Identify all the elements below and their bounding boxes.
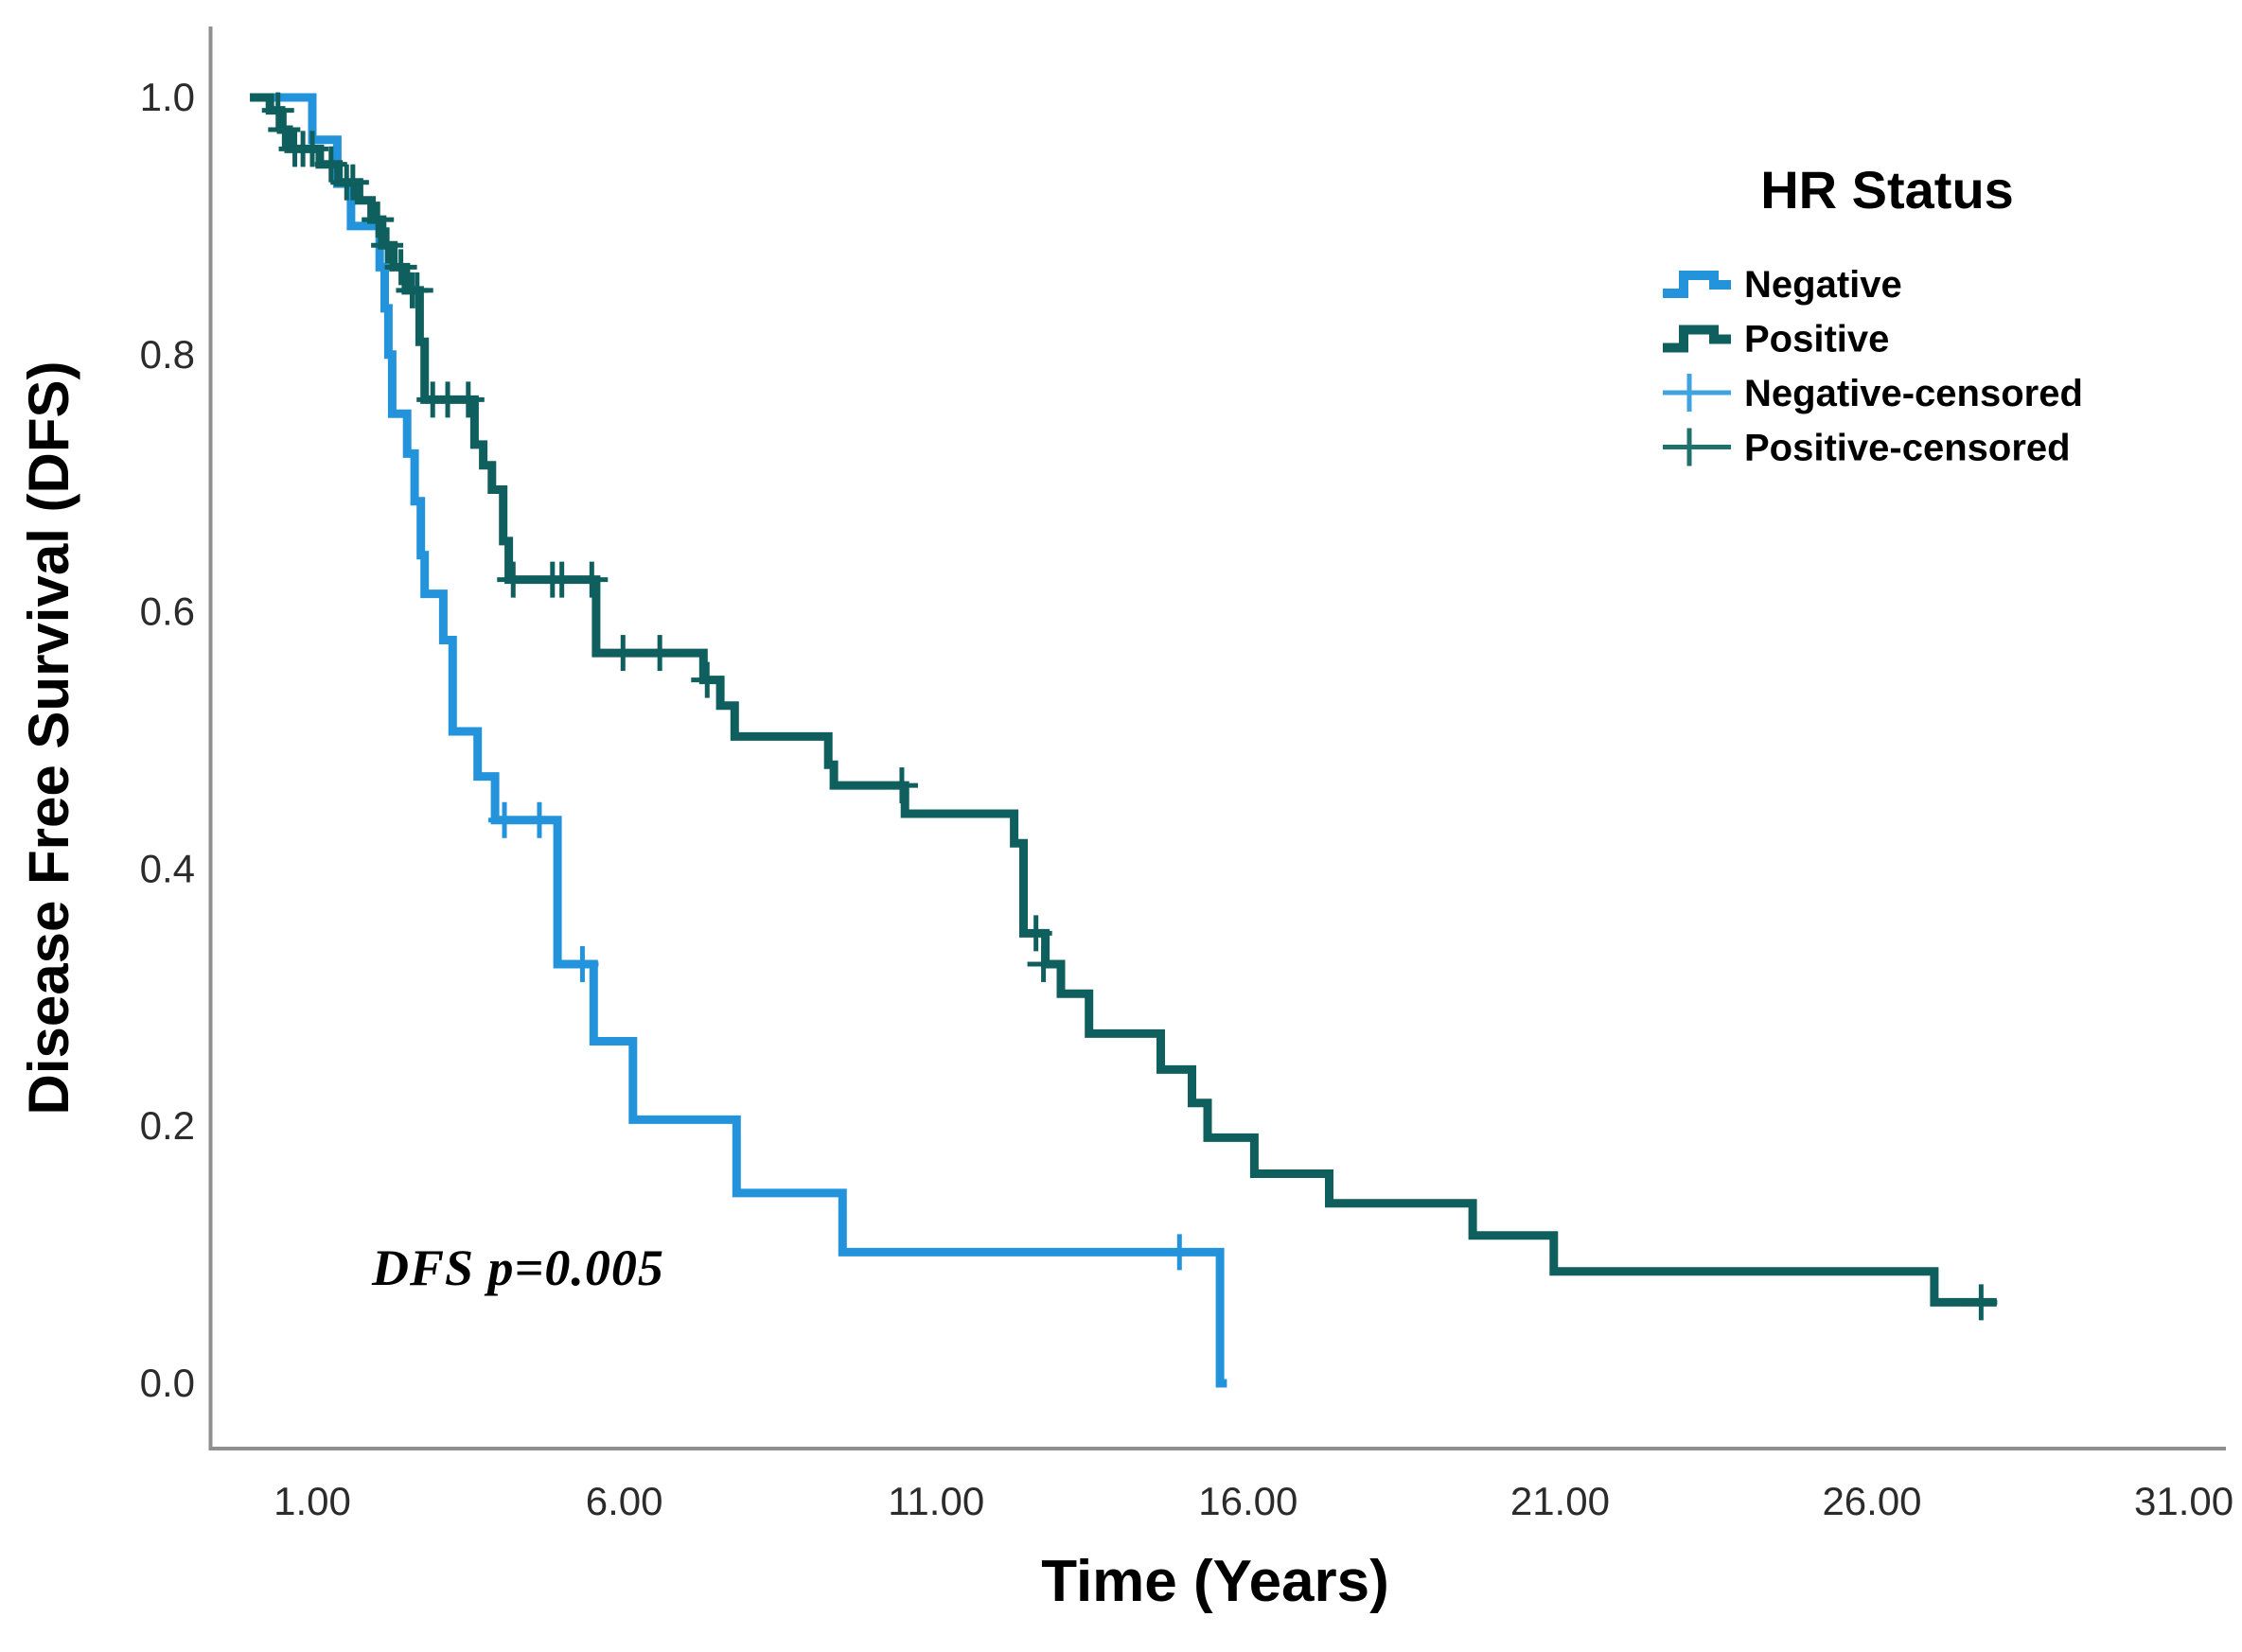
censor-mark-positive [691, 661, 724, 698]
censor-mark-positive [296, 131, 328, 167]
survival-curves [250, 93, 1997, 1388]
legend-step-line-icon [1663, 325, 1731, 353]
x-tick-label: 6.00 [586, 1479, 663, 1523]
y-tick-label: 0.4 [140, 846, 195, 890]
censor-mark-positive [545, 561, 578, 598]
censor-mark-positive [1019, 915, 1052, 952]
censor-mark-positive [1965, 1284, 1998, 1321]
censor-mark-positive [1027, 945, 1060, 982]
censor-mark-positive [314, 146, 347, 183]
y-tick-label: 0.6 [140, 589, 195, 634]
censor-mark-positive [336, 164, 369, 201]
legend-label: Positive [1744, 319, 1889, 360]
x-tick-label: 1.00 [274, 1479, 351, 1523]
x-tick-label: 16.00 [1198, 1479, 1298, 1523]
censor-mark-positive [400, 272, 433, 308]
legend-label: Negative [1744, 264, 1902, 306]
censor-mark-positive [384, 249, 417, 286]
y-tick-label: 0.0 [140, 1361, 195, 1405]
legend: HR Status Negative Positive Negative-censo… [1663, 160, 2083, 469]
axes [208, 26, 2226, 1450]
censor-mark-positive [362, 202, 395, 238]
censor-mark-positive [885, 767, 918, 804]
x-tick-label: 26.00 [1822, 1479, 1921, 1523]
legend-step-line-icon [1663, 271, 1731, 298]
legend-title: HR Status [1760, 160, 2014, 220]
y-tick-label: 1.0 [140, 75, 195, 119]
censor-mark-positive [575, 561, 609, 598]
censor-mark-positive [268, 111, 301, 148]
legend-item-positive-censored: Positive-censored [1663, 428, 2071, 469]
censor-mark-negative [488, 801, 521, 838]
y-tick-label: 0.2 [140, 1103, 195, 1148]
censor-mark-negative [522, 801, 556, 838]
x-tick-label: 11.00 [888, 1479, 984, 1523]
censor-mark-negative [566, 945, 599, 982]
legend-label: Positive-censored [1744, 428, 2071, 469]
x-tick-label: 31.00 [2134, 1479, 2233, 1523]
x-tick-label: 21.00 [1510, 1479, 1610, 1523]
axis-tick-labels: 1.00 6.00 11.00 16.00 21.00 26.00 31.00 1.0 0.8 0… [140, 75, 2234, 1523]
curve-positive [250, 93, 1997, 1307]
censor-mark-positive [451, 381, 485, 418]
censor-mark-positive [371, 227, 404, 264]
y-axis-title: Disease Free Survival (DFS) [17, 360, 80, 1115]
censor-marks [261, 92, 1998, 1321]
censor-mark-positive [644, 635, 677, 672]
legend-item-negative: Negative [1663, 264, 1902, 306]
y-tick-label: 0.8 [140, 332, 195, 377]
legend-item-negative-censored: Negative-censored [1663, 373, 2083, 414]
censor-mark-negative [1163, 1234, 1196, 1271]
legend-label: Negative-censored [1744, 373, 2083, 414]
p-value-annotation: DFS p=0.005 [371, 1239, 664, 1296]
censor-mark-positive [497, 561, 530, 598]
legend-item-positive: Positive [1663, 319, 1889, 360]
legend-rows: Negative Positive Negative-censored Positiv… [1663, 264, 2083, 469]
censor-mark-positive [261, 92, 294, 129]
censor-mark-positive [607, 635, 640, 672]
x-axis-title: Time (Years) [1041, 1549, 1389, 1614]
